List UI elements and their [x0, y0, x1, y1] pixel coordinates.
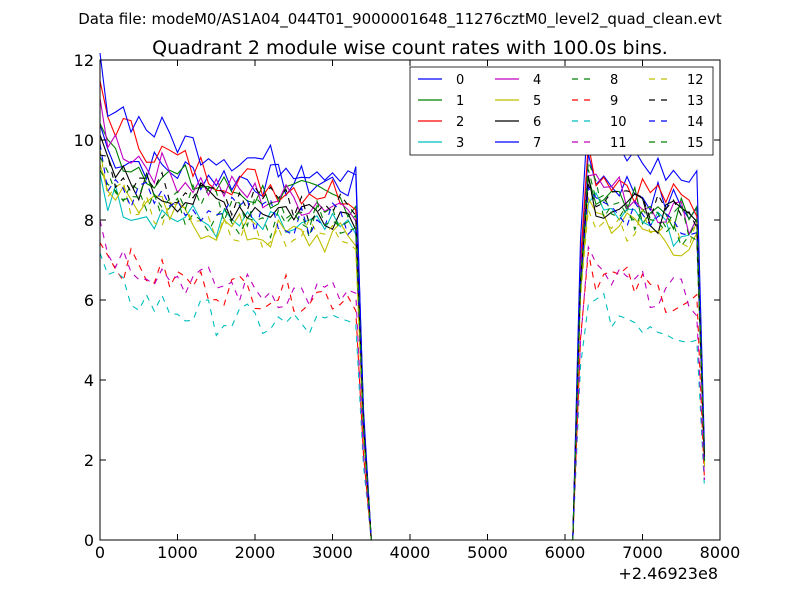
x-tick-label: 8000 — [700, 543, 741, 562]
legend-label-15: 15 — [687, 136, 704, 151]
series-line-14 — [99, 143, 706, 541]
chart-title: Quadrant 2 module wise count rates with … — [152, 37, 668, 59]
x-tick-label: 4000 — [390, 543, 431, 562]
legend-label-9: 9 — [610, 94, 618, 109]
y-tick-label: 0 — [84, 531, 94, 550]
legend-frame — [409, 66, 714, 156]
legend-label-0: 0 — [456, 73, 464, 88]
series-line-13 — [99, 154, 706, 541]
x-tick-label: 1000 — [157, 543, 198, 562]
y-tick-label: 4 — [84, 371, 94, 390]
x-tick-label: 0 — [95, 543, 105, 562]
legend-label-5: 5 — [533, 94, 541, 109]
x-tick-label: 6000 — [545, 543, 586, 562]
y-tick-label: 2 — [84, 451, 94, 470]
x-tick-label: 7000 — [622, 543, 663, 562]
series-line-3 — [99, 172, 706, 541]
legend-label-13: 13 — [687, 94, 704, 109]
legend-label-3: 3 — [456, 136, 464, 151]
series-line-8 — [99, 169, 706, 541]
series-line-15 — [99, 156, 706, 541]
legend-label-8: 8 — [610, 73, 618, 88]
series-line-1 — [99, 123, 706, 541]
legend-label-1: 1 — [456, 94, 464, 109]
series-line-6 — [99, 134, 706, 541]
x-offset-label: +2.46923e8 — [618, 564, 718, 583]
y-tick-label: 6 — [84, 291, 94, 310]
legend-label-14: 14 — [687, 115, 704, 130]
x-tick-label: 3000 — [312, 543, 353, 562]
series-line-4 — [99, 98, 706, 541]
series-line-10 — [99, 252, 706, 541]
axis-ticks: 0 1000 2000 3000 4000 5000 6000 7000 80000246810… — [74, 51, 741, 562]
y-tick-label: 10 — [74, 131, 94, 150]
plot-lines — [99, 53, 706, 541]
legend-label-10: 10 — [610, 115, 627, 130]
legend-label-6: 6 — [533, 115, 541, 130]
legend-label-2: 2 — [456, 115, 464, 130]
y-tick-label: 12 — [74, 51, 94, 70]
series-line-2 — [99, 80, 706, 541]
legend-label-12: 12 — [687, 73, 704, 88]
series-line-5 — [99, 163, 706, 541]
y-tick-label: 8 — [84, 211, 94, 230]
chart-suptitle: Data file: modeM0/AS1A04_044T01_90000016… — [78, 10, 722, 29]
x-tick-label: 2000 — [235, 543, 276, 562]
legend-label-4: 4 — [533, 73, 541, 88]
series-line-9 — [99, 242, 706, 541]
legend-label-11: 11 — [610, 136, 627, 151]
legend-label-7: 7 — [533, 136, 541, 151]
series-line-11 — [99, 220, 706, 541]
x-tick-label: 5000 — [467, 543, 508, 562]
